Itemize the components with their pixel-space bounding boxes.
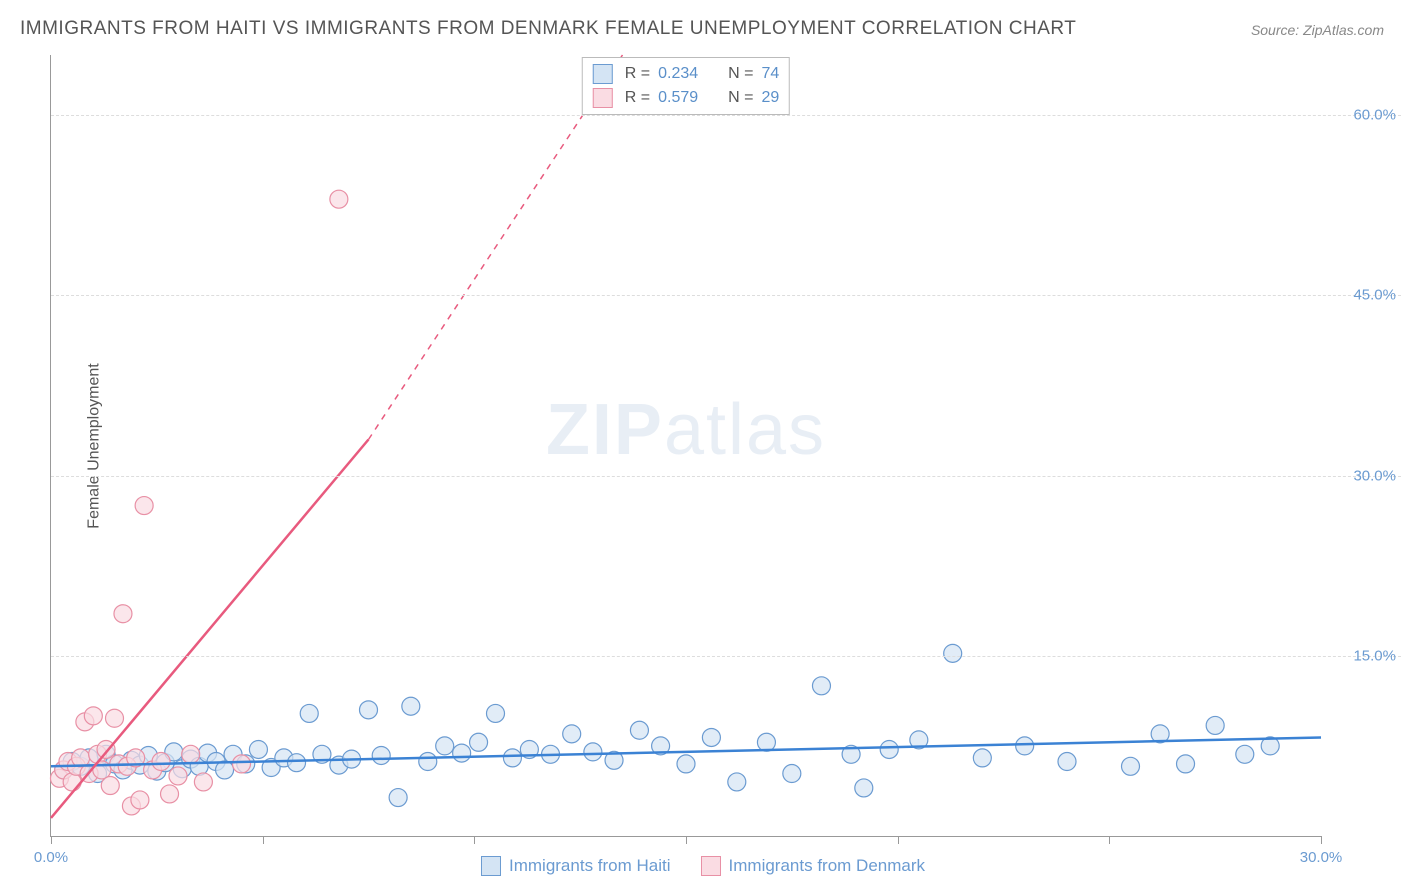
r-value-denmark: 0.579 [658,89,708,107]
data-point [1016,737,1034,755]
data-point [194,773,212,791]
n-label: N = [728,89,753,107]
data-point [1058,753,1076,771]
data-point [372,746,390,764]
data-point [249,740,267,758]
swatch-denmark [701,856,721,876]
legend-row-denmark: R = 0.579 N = 29 [593,86,779,110]
x-tick-label: 30.0% [1300,849,1343,866]
legend-label: Immigrants from Denmark [729,856,925,876]
data-point [161,785,179,803]
legend-label: Immigrants from Haiti [509,856,671,876]
data-point [419,753,437,771]
data-point [402,697,420,715]
data-point [288,754,306,772]
data-point [1236,745,1254,763]
data-point [106,709,124,727]
r-label: R = [625,65,650,83]
data-point [360,701,378,719]
data-point [880,740,898,758]
x-tick-label: 0.0% [34,849,68,866]
swatch-haiti [481,856,501,876]
series-legend: Immigrants from Haiti Immigrants from De… [481,856,925,876]
data-point [1177,755,1195,773]
data-point [233,755,251,773]
data-point [182,745,200,763]
y-tick-label: 15.0% [1353,647,1396,664]
data-point [84,707,102,725]
data-point [135,497,153,515]
data-point [389,789,407,807]
data-point [131,791,149,809]
data-point [114,605,132,623]
n-value-haiti: 74 [761,65,779,83]
data-point [944,644,962,662]
r-label: R = [625,89,650,107]
data-point [169,767,187,785]
data-point [973,749,991,767]
data-point [470,733,488,751]
data-point [152,753,170,771]
data-point [783,765,801,783]
legend-item-haiti: Immigrants from Haiti [481,856,671,876]
correlation-legend: R = 0.234 N = 74 R = 0.579 N = 29 [582,57,790,115]
data-point [812,677,830,695]
data-point [1122,757,1140,775]
data-point [757,733,775,751]
chart-plot-area: ZIPatlas R = 0.234 N = 74 R = 0.579 N = … [50,55,1321,837]
data-point [1206,716,1224,734]
legend-row-haiti: R = 0.234 N = 74 [593,62,779,86]
data-point [563,725,581,743]
source-attribution: Source: ZipAtlas.com [1251,22,1384,38]
data-point [330,190,348,208]
data-point [584,743,602,761]
r-value-haiti: 0.234 [658,65,708,83]
data-point [453,744,471,762]
scatter-plot-svg [51,55,1321,836]
y-tick-label: 30.0% [1353,467,1396,484]
data-point [487,704,505,722]
data-point [855,779,873,797]
data-point [677,755,695,773]
data-point [630,721,648,739]
data-point [728,773,746,791]
data-point [503,749,521,767]
swatch-denmark [593,88,613,108]
n-value-denmark: 29 [761,89,779,107]
y-tick-label: 45.0% [1353,287,1396,304]
data-point [101,777,119,795]
y-tick-label: 60.0% [1353,107,1396,124]
data-point [300,704,318,722]
swatch-haiti [593,64,613,84]
data-point [436,737,454,755]
legend-item-denmark: Immigrants from Denmark [701,856,925,876]
n-label: N = [728,65,753,83]
chart-title: IMMIGRANTS FROM HAITI VS IMMIGRANTS FROM… [20,18,1076,40]
data-point [702,728,720,746]
